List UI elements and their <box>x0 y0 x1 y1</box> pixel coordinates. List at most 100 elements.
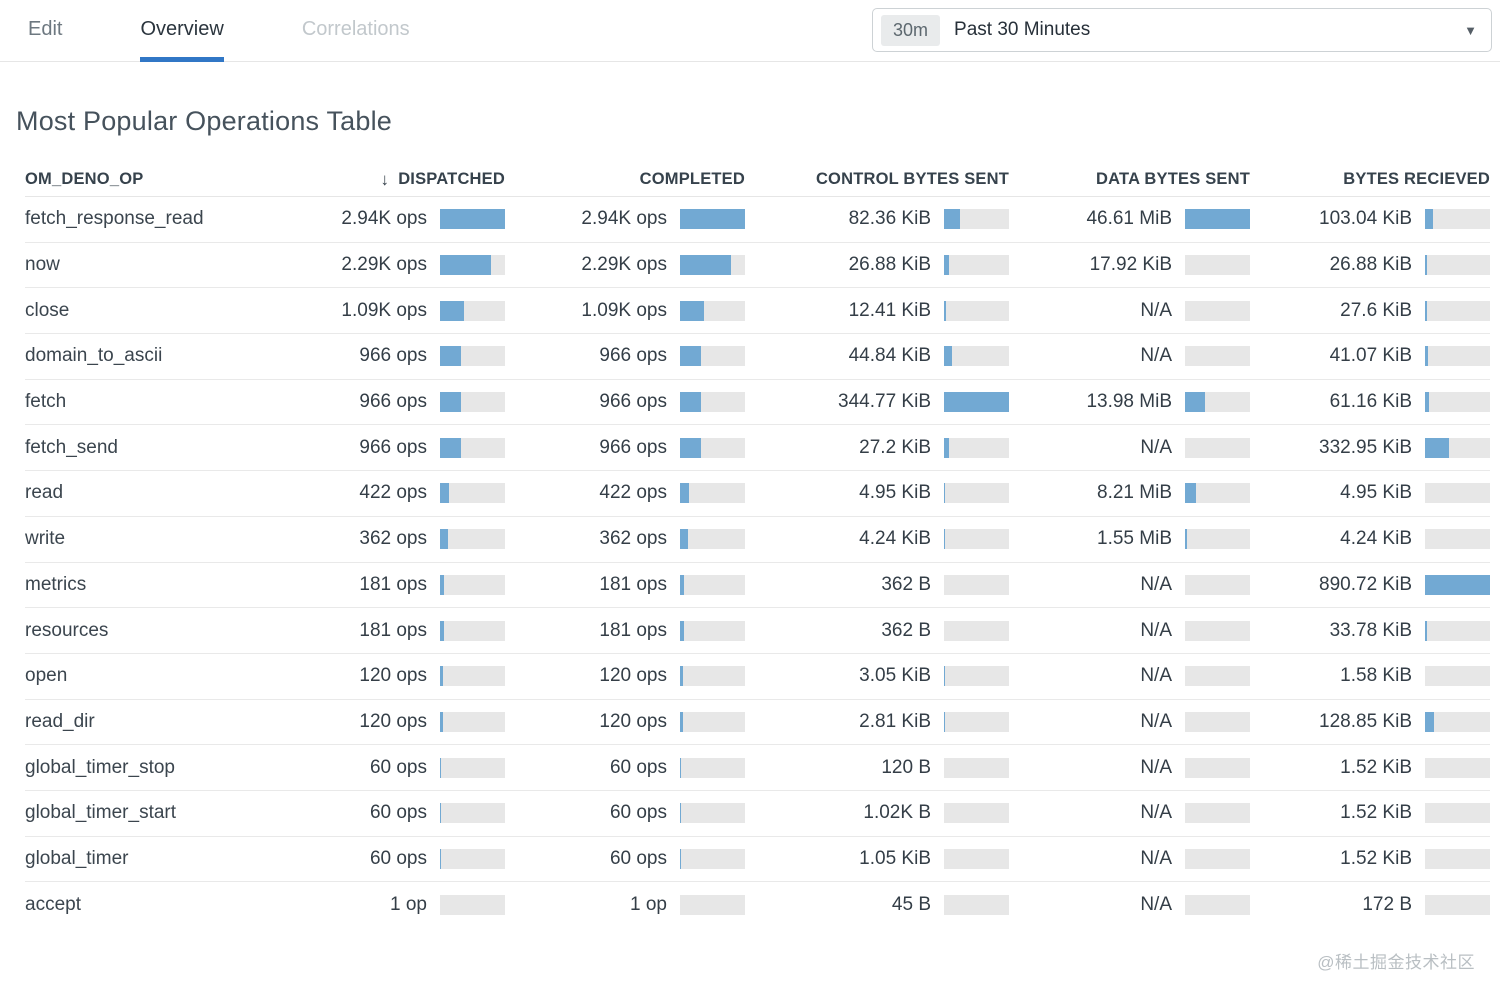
data-bytes-sent-cell: N/A <box>1009 894 1250 916</box>
completed-bar <box>680 437 745 458</box>
completed-cell: 362 ops <box>505 528 745 550</box>
control-bytes-sent-cell: 12.41 KiB <box>745 300 1009 322</box>
dispatched-bar-fill <box>440 437 461 458</box>
completed-bar-fill <box>680 255 731 276</box>
control-bytes-sent-cell: 362 B <box>745 620 1009 642</box>
data-bytes-sent-cell: 46.61 MiB <box>1009 208 1250 230</box>
dispatched-bar-fill <box>440 574 444 595</box>
control-bytes-sent-value: 27.2 KiB <box>859 436 931 458</box>
bytes-received-cell: 103.04 KiB <box>1250 208 1490 230</box>
table-row[interactable]: metrics 181 ops 181 ops 362 B N/A 890.72… <box>25 563 1490 609</box>
completed-value: 362 ops <box>599 528 667 550</box>
bytes-received-bar <box>1425 757 1490 778</box>
table-row[interactable]: fetch_send 966 ops 966 ops 27.2 KiB N/A … <box>25 425 1490 472</box>
table-row[interactable]: close 1.09K ops 1.09K ops 12.41 KiB N/A … <box>25 288 1490 335</box>
bytes-received-cell: 27.6 KiB <box>1250 300 1490 322</box>
bytes-received-value: 890.72 KiB <box>1319 573 1412 595</box>
completed-bar-fill <box>680 620 684 641</box>
completed-value: 966 ops <box>599 436 667 458</box>
bytes-received-cell: 26.88 KiB <box>1250 254 1490 276</box>
dispatched-value: 966 ops <box>359 436 427 458</box>
bytes-received-bar <box>1425 895 1490 916</box>
tab-overview[interactable]: Overview <box>140 0 224 62</box>
column-header-dispatched-label: DISPATCHED <box>398 170 505 188</box>
completed-bar <box>680 392 745 413</box>
tab-edit[interactable]: Edit <box>28 18 63 40</box>
control-bytes-sent-cell: 4.24 KiB <box>745 528 1009 550</box>
time-range-badge: 30m <box>881 14 941 46</box>
table-row[interactable]: resources 181 ops 181 ops 362 B N/A 33.7… <box>25 608 1490 654</box>
dispatched-value: 1.09K ops <box>341 299 427 321</box>
column-header-completed[interactable]: COMPLETED <box>639 170 745 188</box>
bytes-received-cell: 890.72 KiB <box>1250 574 1490 596</box>
dispatched-cell: 966 ops <box>250 437 505 459</box>
control-bytes-sent-bar <box>944 392 1009 413</box>
table-row[interactable]: global_timer_stop 60 ops 60 ops 120 B N/… <box>25 745 1490 791</box>
data-bytes-sent-value: 17.92 KiB <box>1089 254 1172 276</box>
table-row[interactable]: write 362 ops 362 ops 4.24 KiB 1.55 MiB … <box>25 517 1490 563</box>
control-bytes-sent-bar-fill <box>944 529 945 550</box>
data-bytes-sent-bar <box>1185 300 1250 321</box>
control-bytes-sent-value: 1.02K B <box>863 802 931 824</box>
dispatched-value: 2.29K ops <box>341 254 427 276</box>
dispatched-bar <box>440 529 505 550</box>
completed-cell: 120 ops <box>505 711 745 733</box>
table-row[interactable]: domain_to_ascii 966 ops 966 ops 44.84 Ki… <box>25 334 1490 380</box>
bytes-received-cell: 1.58 KiB <box>1250 665 1490 687</box>
bytes-received-bar <box>1425 803 1490 824</box>
control-bytes-sent-cell: 3.05 KiB <box>745 665 1009 687</box>
dispatched-value: 422 ops <box>359 482 427 504</box>
table-row[interactable]: global_timer_start 60 ops 60 ops 1.02K B… <box>25 791 1490 837</box>
completed-bar <box>680 757 745 778</box>
column-header-bytes-received[interactable]: BYTES RECIEVED <box>1343 170 1490 188</box>
table-row[interactable]: read_dir 120 ops 120 ops 2.81 KiB N/A 12… <box>25 700 1490 746</box>
data-bytes-sent-bar <box>1185 346 1250 367</box>
data-bytes-sent-cell: N/A <box>1009 620 1250 642</box>
table-row[interactable]: accept 1 op 1 op 45 B N/A 172 B <box>25 882 1490 928</box>
bytes-received-value: 26.88 KiB <box>1329 254 1412 276</box>
table-row[interactable]: fetch_response_read 2.94K ops 2.94K ops … <box>25 197 1490 243</box>
data-bytes-sent-value: N/A <box>1140 802 1172 824</box>
table-row[interactable]: open 120 ops 120 ops 3.05 KiB N/A 1.58 K… <box>25 654 1490 700</box>
bytes-received-cell: 172 B <box>1250 894 1490 916</box>
bytes-received-bar <box>1425 300 1490 321</box>
data-bytes-sent-bar-fill <box>1185 392 1205 413</box>
completed-bar-fill <box>680 392 701 413</box>
control-bytes-sent-bar <box>944 437 1009 458</box>
column-header-dispatched[interactable]: ↓ DISPATCHED <box>250 170 505 190</box>
data-bytes-sent-value: N/A <box>1140 710 1172 732</box>
column-header-control-bytes-sent[interactable]: CONTROL BYTES SENT <box>815 170 1009 188</box>
dispatched-bar-fill <box>440 209 505 230</box>
control-bytes-sent-bar <box>944 895 1009 916</box>
dispatched-bar <box>440 895 505 916</box>
time-range-picker[interactable]: 30m Past 30 Minutes ▼ <box>872 8 1492 52</box>
bytes-received-value: 332.95 KiB <box>1319 436 1412 458</box>
dispatched-value: 120 ops <box>359 665 427 687</box>
data-bytes-sent-value: N/A <box>1140 756 1172 778</box>
completed-cell: 1.09K ops <box>505 300 745 322</box>
dispatched-bar <box>440 620 505 641</box>
table-row[interactable]: read 422 ops 422 ops 4.95 KiB 8.21 MiB 4… <box>25 471 1490 517</box>
data-bytes-sent-cell: N/A <box>1009 665 1250 687</box>
control-bytes-sent-cell: 4.95 KiB <box>745 482 1009 504</box>
dispatched-bar-fill <box>440 848 441 869</box>
dispatched-bar-fill <box>440 529 448 550</box>
completed-bar-fill <box>680 300 704 321</box>
column-header-data-bytes-sent[interactable]: DATA BYTES SENT <box>1096 170 1250 188</box>
dispatched-bar-fill <box>440 255 491 276</box>
bytes-received-value: 128.85 KiB <box>1319 710 1412 732</box>
bytes-received-value: 27.6 KiB <box>1340 299 1412 321</box>
completed-bar-fill <box>680 711 683 732</box>
dispatched-cell: 181 ops <box>250 574 505 596</box>
column-header-op[interactable]: OM_DENO_OP <box>25 170 144 188</box>
completed-cell: 60 ops <box>505 848 745 870</box>
completed-value: 181 ops <box>599 573 667 595</box>
tab-correlations[interactable]: Correlations <box>301 18 410 40</box>
control-bytes-sent-cell: 362 B <box>745 574 1009 596</box>
table-row[interactable]: now 2.29K ops 2.29K ops 26.88 KiB 17.92 … <box>25 243 1490 289</box>
bytes-received-cell: 4.24 KiB <box>1250 528 1490 550</box>
table-row[interactable]: global_timer 60 ops 60 ops 1.05 KiB N/A … <box>25 837 1490 883</box>
bytes-received-cell: 128.85 KiB <box>1250 711 1490 733</box>
completed-value: 181 ops <box>599 619 667 641</box>
table-row[interactable]: fetch 966 ops 966 ops 344.77 KiB 13.98 M… <box>25 380 1490 426</box>
